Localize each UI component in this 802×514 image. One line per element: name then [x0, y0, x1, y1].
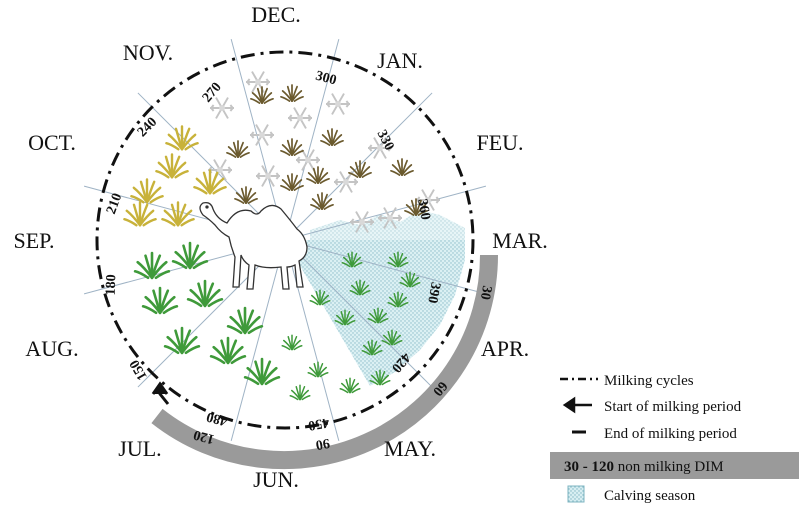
dry-grass-icon — [234, 186, 258, 204]
green-grass-icon — [141, 286, 179, 315]
green-grass-icon — [289, 384, 311, 401]
sector-divider — [284, 185, 487, 241]
legend: Milking cycles Start of milking period E… — [550, 373, 799, 504]
legend-milking-cycles: Milking cycles — [604, 373, 694, 389]
dry-grass-icon — [390, 158, 414, 176]
green-grass-icon — [243, 357, 281, 386]
day-label: 300 — [314, 69, 338, 89]
sector-divider — [284, 38, 340, 241]
arc-day-label: 120 — [192, 426, 216, 446]
legend-non-milking-box — [550, 452, 799, 479]
green-grass-icon — [186, 279, 224, 308]
green-grass-icon — [226, 306, 264, 335]
legend-start: Start of milking period — [604, 399, 742, 415]
month-label: AUG. — [25, 336, 78, 361]
yellow-grass-icon — [123, 201, 157, 227]
sector-divider — [284, 92, 433, 241]
dry-grass-icon — [226, 140, 250, 158]
month-label: APR. — [481, 336, 529, 361]
day-label: 150 — [127, 357, 150, 383]
camel-icon — [199, 201, 308, 290]
sector-divider — [284, 239, 487, 295]
month-label: JUL. — [118, 436, 161, 461]
sector-divider — [284, 239, 340, 442]
day-label: 360 — [414, 198, 432, 221]
green-grass-icon — [171, 241, 209, 270]
dry-grass-icon — [320, 128, 344, 146]
day-label: 180 — [104, 274, 120, 296]
month-label: MAY. — [384, 436, 436, 461]
legend-non-milking-bold: 30 - 120 — [564, 459, 614, 475]
yellow-grass-icon — [161, 201, 195, 227]
yellow-grass-icon — [193, 169, 227, 195]
dry-grass-icon — [348, 160, 372, 178]
arc-day-label: 90 — [314, 435, 330, 452]
snowflake-icon — [325, 92, 351, 116]
dry-grass-icon — [280, 138, 304, 156]
month-label: DEC. — [251, 2, 301, 27]
green-grass-icon — [209, 336, 247, 365]
green-grass-icon — [339, 377, 361, 394]
green-grass-icon — [281, 334, 303, 351]
yellow-grass-icon — [130, 178, 164, 204]
legend-calving-swatch — [567, 485, 585, 503]
dry-grass-icon — [306, 166, 330, 184]
month-label: SEP. — [14, 228, 55, 253]
snowflake-icon — [287, 106, 313, 130]
sector-divider — [230, 239, 286, 442]
dry-grass-icon — [280, 173, 304, 191]
legend-calving: Calving season — [604, 488, 696, 504]
non-milking-arc — [151, 254, 498, 470]
yellow-grass-icon — [165, 125, 199, 151]
month-label: JUN. — [253, 467, 299, 492]
sector-divider — [284, 239, 433, 388]
month-label: OCT. — [28, 130, 76, 155]
yellow-grass-icon — [155, 153, 189, 179]
legend-start-arrow-icon — [562, 396, 592, 414]
snowflake-icon — [255, 164, 281, 188]
start-milking-arrow — [151, 381, 170, 405]
legend-end: End of milking period — [604, 426, 737, 442]
legend-non-milking-rest: non milking DIM — [614, 459, 724, 475]
day-label: 450 — [307, 414, 330, 432]
snowflake-icon — [249, 123, 275, 147]
month-label: NOV. — [123, 40, 173, 65]
milking-cycle-circle — [95, 50, 475, 430]
svg-text:30 - 120 non milking DIM: 30 - 120 non milking DIM — [564, 459, 724, 475]
day-label: 240 — [135, 115, 160, 140]
day-label: 210 — [104, 191, 125, 216]
green-grass-icon — [307, 361, 329, 378]
green-grass-icon — [133, 251, 171, 280]
month-label: FEU. — [476, 130, 523, 155]
day-label: 480 — [205, 408, 229, 428]
day-label: 390 — [424, 281, 442, 304]
snowflake-icon — [207, 158, 233, 182]
dry-grass-icon — [280, 84, 304, 102]
month-label: JAN. — [377, 48, 423, 73]
day-label: 270 — [200, 80, 225, 106]
arc-day-label: 30 — [477, 284, 494, 300]
month-label: MAR. — [492, 228, 548, 253]
